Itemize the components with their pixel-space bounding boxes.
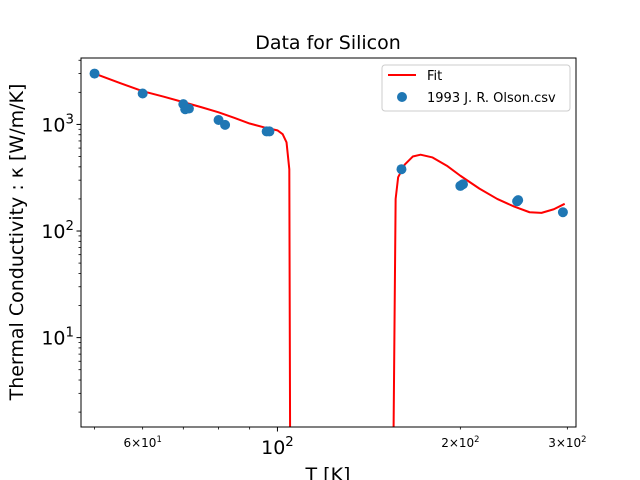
- data-point-12: [457, 179, 468, 190]
- chart-title: Data for Silicon: [255, 32, 401, 54]
- legend: Fit 1993 J. R. Olson.csv: [381, 64, 571, 112]
- legend-data-swatch: [397, 92, 407, 102]
- y-tick-label-1: 101: [41, 326, 74, 350]
- x-tick-label-minor-2: 2×102: [441, 434, 479, 450]
- x-tick-label-minor-3: 3×102: [548, 434, 586, 450]
- legend-data-label: 1993 J. R. Olson.csv: [427, 91, 556, 106]
- data-point-2: [137, 88, 148, 99]
- x-axis-ticks: 102 6×101 2×102 3×102: [94, 427, 587, 459]
- data-point-5: [183, 103, 194, 114]
- data-point-14: [513, 195, 524, 206]
- fit-line-segment-1: [94, 72, 292, 427]
- y-axis-ticks: 101 102 103: [41, 59, 81, 413]
- x-axis-label: T [K]: [305, 464, 351, 480]
- legend-fit-label: Fit: [427, 69, 442, 84]
- y-tick-label-2: 102: [41, 219, 74, 243]
- data-point-9: [264, 126, 275, 137]
- axes-frame: [80, 57, 577, 428]
- x-tick-label-major-1: 102: [261, 435, 294, 459]
- legend-box: [381, 64, 571, 112]
- x-tick-label-minor-1: 6×101: [123, 434, 161, 450]
- y-tick-label-3: 103: [41, 112, 74, 136]
- y-axis-label: Thermal Conductivity : κ [W/m/K]: [6, 84, 28, 402]
- data-point-7: [220, 119, 231, 130]
- data-point-1: [89, 68, 100, 79]
- series-layer: [89, 68, 568, 427]
- data-point-15: [557, 207, 568, 218]
- data-point-10: [396, 164, 407, 175]
